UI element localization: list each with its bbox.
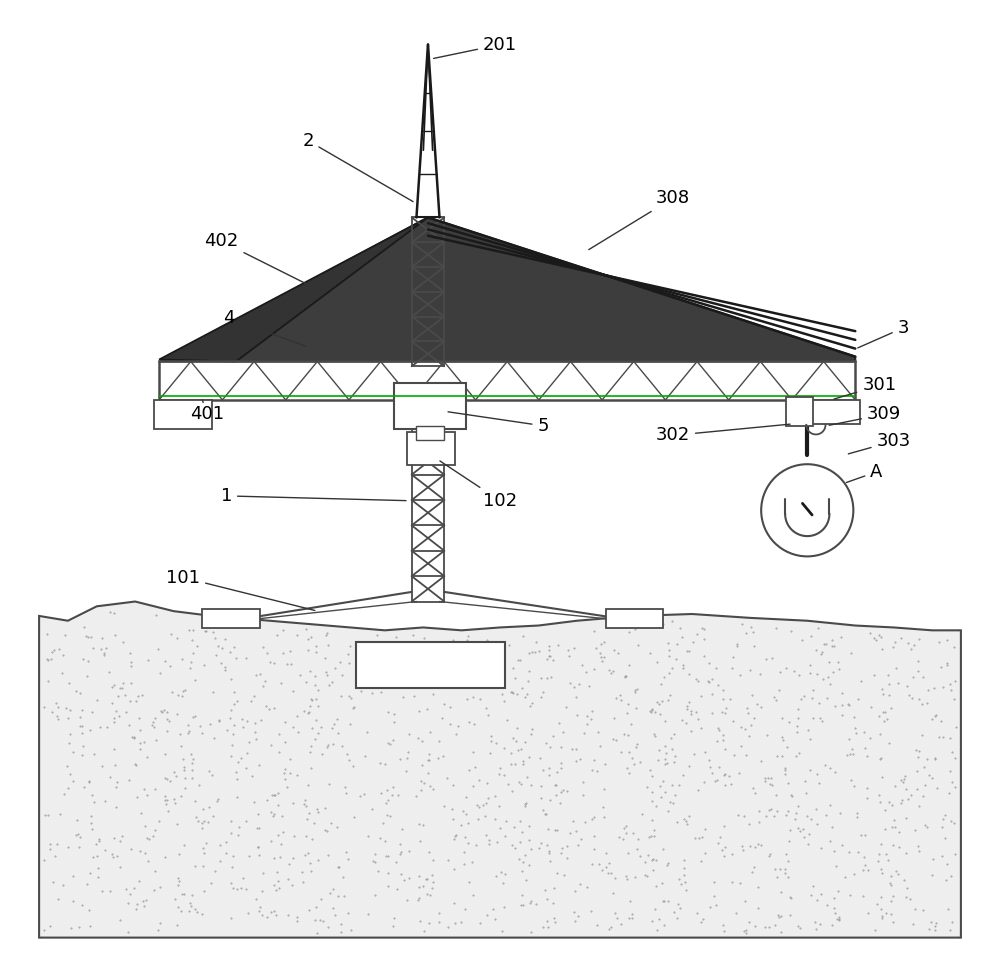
Bar bbox=[407, 431, 455, 465]
Polygon shape bbox=[159, 218, 428, 361]
Text: 3: 3 bbox=[858, 319, 909, 348]
Text: 101: 101 bbox=[166, 568, 315, 611]
Bar bbox=[786, 397, 813, 426]
Text: 303: 303 bbox=[848, 432, 911, 454]
Text: 308: 308 bbox=[589, 190, 690, 249]
Bar bbox=[202, 610, 260, 629]
Text: 1: 1 bbox=[221, 487, 406, 505]
Polygon shape bbox=[39, 602, 961, 938]
Text: 102: 102 bbox=[440, 461, 517, 509]
Bar bbox=[807, 400, 860, 424]
Text: 201: 201 bbox=[434, 36, 517, 59]
Text: 4: 4 bbox=[223, 309, 305, 346]
Text: 402: 402 bbox=[204, 232, 315, 288]
Text: 401: 401 bbox=[190, 400, 224, 424]
Circle shape bbox=[761, 464, 853, 557]
Bar bbox=[154, 400, 212, 429]
Text: 2: 2 bbox=[302, 132, 413, 201]
Text: 301: 301 bbox=[834, 377, 896, 399]
Text: A: A bbox=[846, 463, 883, 482]
Bar bbox=[356, 642, 505, 688]
Bar bbox=[606, 610, 663, 629]
Text: 302: 302 bbox=[656, 424, 790, 444]
Text: 5: 5 bbox=[448, 412, 549, 435]
Polygon shape bbox=[159, 218, 855, 361]
Bar bbox=[394, 382, 466, 429]
Text: 309: 309 bbox=[829, 405, 901, 426]
Bar bbox=[416, 426, 444, 440]
